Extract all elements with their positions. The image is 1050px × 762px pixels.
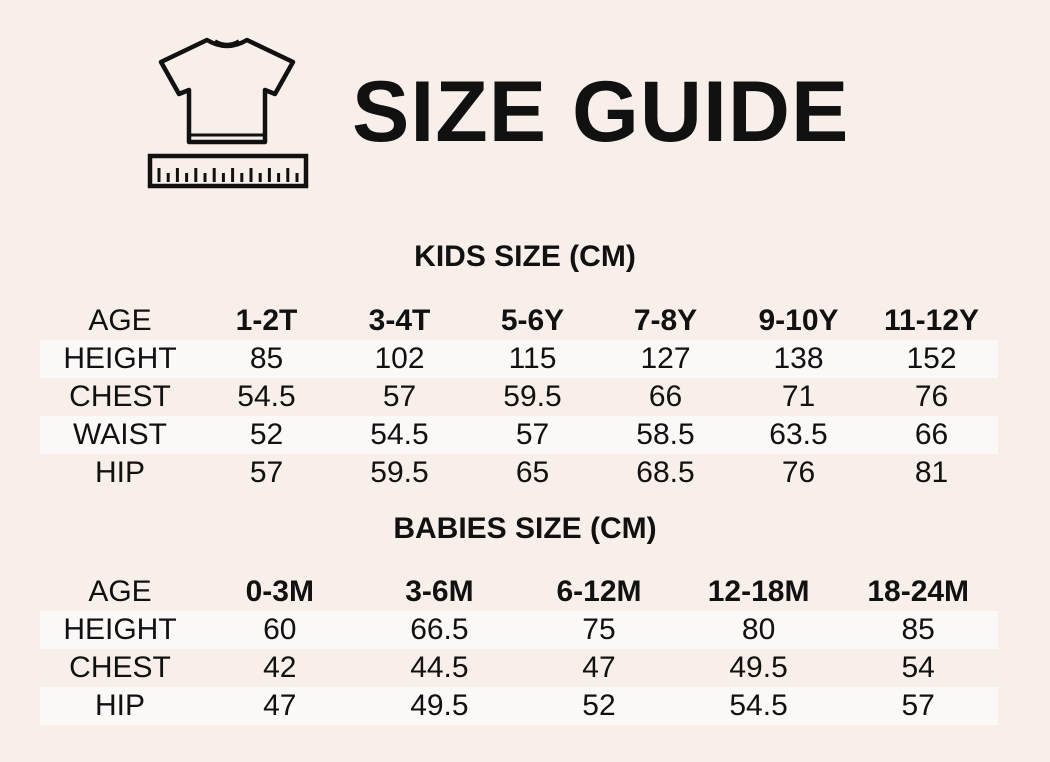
measurement-cell: 76	[914, 380, 949, 413]
table-row: HEIGHT 85 102 115 127 138 152	[40, 340, 998, 378]
babies-size-table: AGE 0-3M 3-6M 6-12M 12-18M 18-24M HEIGHT 60 66.5…	[40, 573, 998, 725]
size-header-cell: 3-6M	[405, 575, 474, 608]
size-header-cell: 5-6Y	[500, 304, 565, 337]
row-label: CHEST	[69, 380, 171, 413]
measurement-cell: 85	[200, 340, 333, 378]
measurement-cell: 42	[263, 651, 297, 684]
row-label: CHEST	[69, 651, 171, 684]
measurement-cell: 60	[200, 611, 360, 649]
measurement-cell: 58.5	[599, 416, 732, 454]
measurement-cell: 63.5	[732, 416, 865, 454]
row-label: HIP	[94, 456, 145, 489]
row-label: AGE	[88, 304, 152, 337]
measurement-cell: 52	[200, 416, 333, 454]
table-row: HIP 57 59.5 65 68.5 76 81	[40, 454, 998, 492]
page-title: SIZE GUIDE	[352, 64, 850, 160]
row-label: WAIST	[40, 416, 200, 454]
measurement-cell: 127	[599, 340, 732, 378]
size-header-cell: 0-3M	[245, 575, 314, 608]
kids-size-title: KIDS SIZE (CM)	[414, 240, 636, 273]
measurement-cell: 49.5	[729, 651, 788, 684]
table-header-row: AGE 1-2T 3-4T 5-6Y 7-8Y 9-10Y 11-12Y	[40, 302, 998, 340]
measurement-cell: 47	[200, 687, 360, 725]
measurement-cell: 66	[865, 416, 998, 454]
size-header-cell: 7-8Y	[633, 304, 698, 337]
measurement-cell: 115	[466, 340, 599, 378]
measurement-cell: 49.5	[359, 687, 520, 725]
table-row: CHEST 42 44.5 47 49.5 54	[40, 649, 998, 687]
measurement-cell: 81	[914, 456, 949, 489]
row-label: HEIGHT	[40, 611, 200, 649]
measurement-cell: 54.5	[333, 416, 466, 454]
measurement-cell: 80	[678, 611, 839, 649]
measurement-cell: 52	[519, 687, 679, 725]
measurement-cell: 57	[838, 687, 998, 725]
measurement-cell: 44.5	[410, 651, 469, 684]
measurement-cell: 68.5	[636, 456, 695, 489]
row-label: HEIGHT	[40, 340, 200, 378]
size-header-cell: 18-24M	[867, 575, 970, 608]
size-header-cell: 3-4T	[368, 304, 431, 337]
measurement-cell: 54.5	[237, 380, 296, 413]
babies-size-title: BABIES SIZE (CM)	[393, 512, 657, 545]
measurement-cell: 66.5	[359, 611, 520, 649]
tshirt-with-ruler-icon	[147, 37, 309, 189]
table-row: CHEST 54.5 57 59.5 66 71 76	[40, 378, 998, 416]
size-header-cell: 12-18M	[707, 575, 810, 608]
measurement-cell: 138	[732, 340, 865, 378]
measurement-cell: 75	[519, 611, 679, 649]
measurement-cell: 59.5	[503, 380, 562, 413]
measurement-cell: 47	[582, 651, 616, 684]
measurement-cell: 57	[466, 416, 599, 454]
measurement-cell: 102	[333, 340, 466, 378]
table-row: HIP 47 49.5 52 54.5 57	[40, 687, 998, 725]
measurement-cell: 59.5	[370, 456, 429, 489]
measurement-cell: 57	[249, 456, 284, 489]
measurement-cell: 65	[515, 456, 550, 489]
row-label: HIP	[40, 687, 200, 725]
size-header-cell: 9-10Y	[758, 304, 839, 337]
size-header-cell: 6-12M	[556, 575, 642, 608]
size-header-cell: 11-12Y	[883, 304, 980, 337]
measurement-cell: 152	[865, 340, 998, 378]
kids-size-table: AGE 1-2T 3-4T 5-6Y 7-8Y 9-10Y 11-12Y HEIGHT 85 10…	[40, 302, 998, 492]
row-label: AGE	[88, 575, 152, 608]
measurement-cell: 54	[901, 651, 935, 684]
measurement-cell: 57	[382, 380, 417, 413]
table-row: HEIGHT 60 66.5 75 80 85	[40, 611, 998, 649]
measurement-cell: 66	[648, 380, 683, 413]
table-row: WAIST 52 54.5 57 58.5 63.5 66	[40, 416, 998, 454]
table-header-row: AGE 0-3M 3-6M 6-12M 12-18M 18-24M	[40, 573, 998, 611]
measurement-cell: 71	[781, 380, 816, 413]
size-header-cell: 1-2T	[235, 304, 298, 337]
measurement-cell: 54.5	[678, 687, 839, 725]
measurement-cell: 76	[781, 456, 816, 489]
measurement-cell: 85	[838, 611, 998, 649]
